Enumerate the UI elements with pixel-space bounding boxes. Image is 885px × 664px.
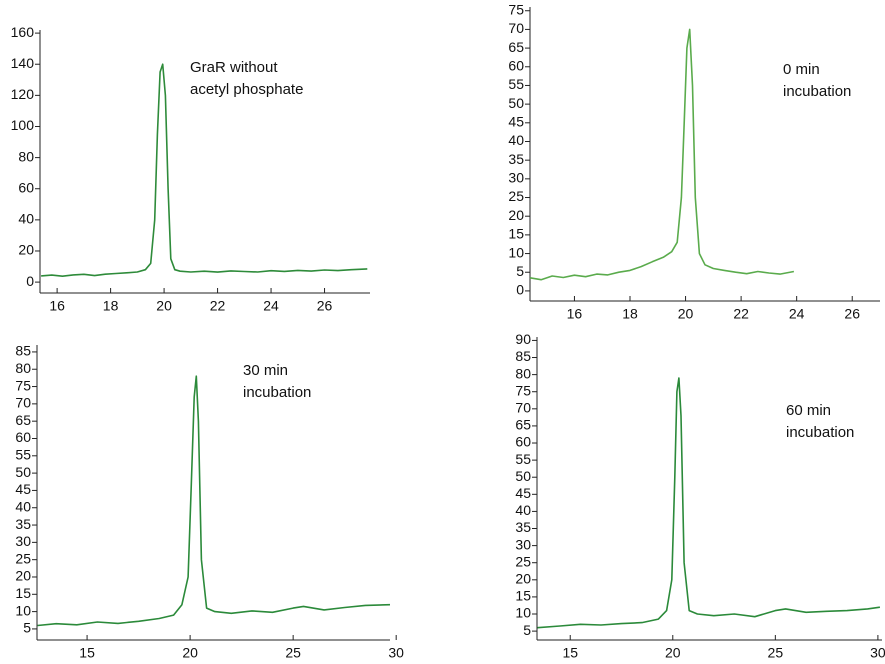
x-tick-label: 30 (388, 645, 404, 661)
y-tick-label: 160 (11, 24, 35, 40)
y-tick-label: 0 (516, 282, 524, 298)
y-tick-label: 45 (515, 485, 531, 501)
y-tick-label: 25 (508, 188, 524, 204)
y-tick-label: 80 (18, 148, 34, 164)
x-tick-label: 20 (182, 645, 198, 661)
y-tick-label: 85 (515, 348, 531, 364)
x-tick-label: 20 (665, 645, 681, 661)
y-tick-label: 50 (508, 95, 524, 111)
y-tick-label: 55 (515, 451, 531, 467)
y-tick-label: 65 (15, 412, 31, 428)
y-tick-label: 15 (15, 585, 31, 601)
y-tick-label: 100 (11, 117, 35, 133)
x-tick-label: 20 (678, 306, 694, 322)
data-line (529, 28, 795, 281)
y-tick-label: 25 (15, 550, 31, 566)
y-tick-label: 45 (15, 481, 31, 497)
x-tick-label: 26 (317, 298, 333, 314)
y-tick-label: 40 (508, 132, 524, 148)
y-tick-label: 60 (15, 429, 31, 445)
x-tick-label: 18 (103, 298, 119, 314)
y-tick-label: 35 (15, 516, 31, 532)
y-tick-label: 80 (15, 360, 31, 376)
annotation: incubation (786, 424, 854, 441)
y-tick-label: 60 (18, 179, 34, 195)
y-tick-label: 30 (515, 536, 531, 552)
annotation: 30 min (243, 362, 288, 379)
y-tick-label: 30 (15, 533, 31, 549)
y-tick-label: 20 (15, 568, 31, 584)
x-tick-label: 20 (156, 298, 172, 314)
data-line (41, 63, 368, 277)
x-tick-label: 15 (562, 645, 578, 661)
annotation: 60 min (786, 402, 831, 419)
y-tick-label: 45 (508, 114, 524, 130)
y-tick-label: 0 (26, 273, 34, 289)
y-tick-label: 10 (508, 244, 524, 260)
x-tick-label: 16 (567, 306, 583, 322)
y-tick-label: 25 (515, 553, 531, 569)
y-tick-label: 5 (23, 620, 31, 636)
y-tick-label: 15 (508, 226, 524, 242)
y-tick-label: 40 (515, 502, 531, 518)
y-tick-label: 5 (523, 622, 531, 638)
data-line (37, 375, 391, 627)
x-tick-label: 24 (263, 298, 279, 314)
annotation: GraR without (190, 59, 278, 76)
y-tick-label: 20 (18, 242, 34, 258)
y-tick-label: 85 (15, 343, 31, 359)
y-tick-label: 60 (515, 434, 531, 450)
y-tick-label: 70 (15, 395, 31, 411)
x-tick-label: 16 (49, 298, 65, 314)
y-tick-label: 40 (18, 211, 34, 227)
y-tick-label: 120 (11, 86, 35, 102)
y-tick-label: 35 (508, 151, 524, 167)
y-tick-label: 70 (508, 20, 524, 36)
y-tick-label: 65 (515, 417, 531, 433)
annotation: incubation (243, 384, 311, 401)
y-tick-label: 50 (15, 464, 31, 480)
y-tick-label: 90 (515, 331, 531, 347)
y-tick-label: 20 (515, 571, 531, 587)
y-tick-label: 40 (15, 498, 31, 514)
y-tick-label: 55 (508, 76, 524, 92)
y-tick-label: 50 (515, 468, 531, 484)
x-tick-label: 15 (79, 645, 95, 661)
x-tick-label: 22 (210, 298, 226, 314)
x-tick-label: 18 (622, 306, 638, 322)
y-tick-label: 5 (516, 263, 524, 279)
x-tick-label: 24 (789, 306, 805, 322)
data-line (537, 377, 881, 629)
y-tick-label: 20 (508, 207, 524, 223)
y-tick-label: 75 (508, 1, 524, 17)
y-tick-label: 60 (508, 57, 524, 73)
x-tick-label: 22 (733, 306, 749, 322)
x-tick-label: 30 (870, 645, 885, 661)
annotation: acetyl phosphate (190, 81, 303, 98)
y-tick-label: 140 (11, 55, 35, 71)
x-tick-label: 25 (768, 645, 784, 661)
y-tick-label: 30 (508, 170, 524, 186)
annotation: incubation (783, 83, 851, 100)
annotation: 0 min (783, 61, 820, 78)
y-tick-label: 65 (508, 39, 524, 55)
y-tick-label: 80 (515, 365, 531, 381)
x-tick-label: 26 (844, 306, 860, 322)
y-tick-label: 15 (515, 588, 531, 604)
y-tick-label: 10 (515, 605, 531, 621)
y-tick-label: 75 (515, 382, 531, 398)
y-tick-label: 55 (15, 447, 31, 463)
x-tick-label: 25 (285, 645, 301, 661)
y-tick-label: 35 (515, 519, 531, 535)
y-tick-label: 70 (515, 400, 531, 416)
y-tick-label: 75 (15, 377, 31, 393)
y-tick-label: 10 (15, 602, 31, 618)
